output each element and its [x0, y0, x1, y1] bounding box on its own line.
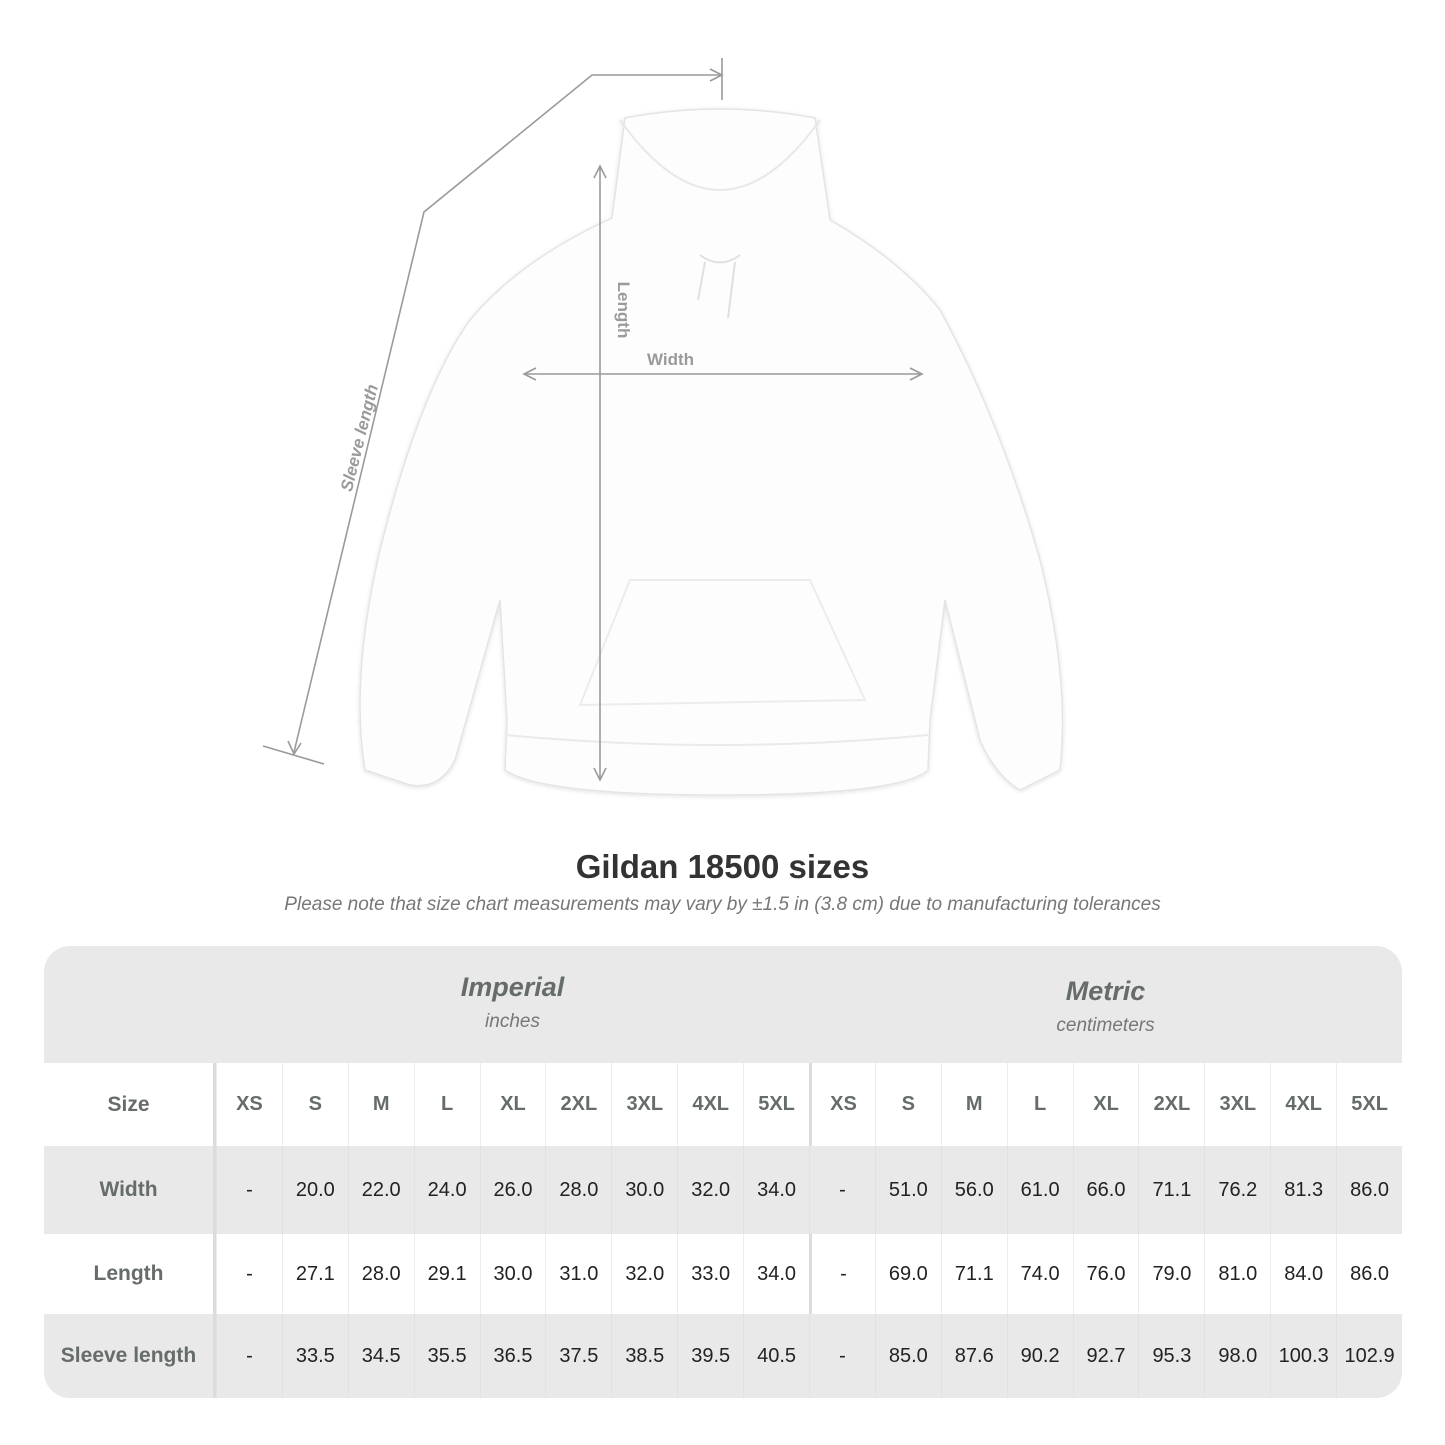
metric-value-cell: 74.0	[1006, 1234, 1073, 1314]
imperial-value-cell: 29.1	[413, 1234, 480, 1314]
metric-value-cell: 61.0	[1006, 1146, 1073, 1234]
imperial-value-cell: 27.1	[281, 1234, 348, 1314]
imperial-title: Imperial	[460, 972, 565, 1002]
imperial-value-cell: -	[216, 1234, 282, 1314]
metric-value-cell: 87.6	[940, 1314, 1007, 1398]
metric-value-cell: 69.0	[874, 1234, 941, 1314]
imperial-size-header: XL	[479, 1063, 546, 1146]
imperial-header: Imperial inches	[216, 946, 809, 1063]
imperial-value-cell: 31.0	[545, 1234, 611, 1314]
metric-size-header: L	[1006, 1063, 1073, 1146]
metric-value-cell: 76.2	[1204, 1146, 1270, 1234]
imperial-value-cell: 30.0	[611, 1146, 677, 1234]
imperial-value-cell: 28.0	[545, 1146, 611, 1234]
imperial-value-cell: 33.5	[281, 1314, 348, 1398]
metric-header: Metric centimeters	[809, 946, 1402, 1063]
imperial-value-cell: 28.0	[347, 1234, 414, 1314]
size-table: Imperial inches Metric centimeters Size X…	[44, 946, 1402, 1398]
row-label: Width	[44, 1146, 216, 1234]
imperial-size-header: 3XL	[611, 1063, 677, 1146]
imperial-size-header: M	[347, 1063, 414, 1146]
metric-unit: centimeters	[1056, 1015, 1155, 1036]
imperial-value-cell: 39.5	[677, 1314, 743, 1398]
metric-size-header: 5XL	[1336, 1063, 1402, 1146]
imperial-value-cell: 34.0	[743, 1146, 809, 1234]
metric-value-cell: 71.1	[1138, 1146, 1204, 1234]
imperial-value-cell: 34.5	[347, 1314, 414, 1398]
metric-value-cell: 84.0	[1270, 1234, 1336, 1314]
metric-value-cell: 100.3	[1270, 1314, 1336, 1398]
metric-size-header: XS	[809, 1063, 875, 1146]
imperial-value-cell: 30.0	[479, 1234, 546, 1314]
imperial-value-cell: 22.0	[347, 1146, 414, 1234]
imperial-unit: inches	[485, 1011, 540, 1032]
imperial-size-header: 5XL	[743, 1063, 809, 1146]
imperial-value-cell: 33.0	[677, 1234, 743, 1314]
imperial-value-cell: 40.5	[743, 1314, 809, 1398]
imperial-value-cell: 34.0	[743, 1234, 809, 1314]
imperial-value-cell: 35.5	[413, 1314, 480, 1398]
imperial-size-header: 4XL	[677, 1063, 743, 1146]
metric-value-cell: 90.2	[1006, 1314, 1073, 1398]
imperial-size-header: XS	[216, 1063, 282, 1146]
table-row: Length -27.1 28.0 29.1 30.0 31.0 32.0 33.0 34.0-…	[44, 1234, 1402, 1314]
imperial-value-cell: -	[216, 1314, 282, 1398]
width-label: Width	[647, 350, 695, 369]
metric-value-cell: 81.3	[1270, 1146, 1336, 1234]
imperial-value-cell: 36.5	[479, 1314, 546, 1398]
imperial-value-cell: 20.0	[281, 1146, 348, 1234]
metric-size-header: M	[940, 1063, 1007, 1146]
metric-value-cell: -	[809, 1314, 875, 1398]
metric-size-header: 2XL	[1138, 1063, 1204, 1146]
imperial-value-cell: -	[216, 1146, 282, 1234]
measure-lines	[262, 58, 924, 782]
page-title: Gildan 18500 sizes	[575, 848, 870, 885]
table-row: Sleeve length -33.5 34.5 35.5 36.5 37.5 38.5 39…	[44, 1314, 1402, 1398]
metric-size-header: XL	[1072, 1063, 1139, 1146]
metric-value-cell: 51.0	[874, 1146, 941, 1234]
imperial-size-header: L	[413, 1063, 480, 1146]
metric-value-cell: 66.0	[1072, 1146, 1139, 1234]
imperial-value-cell: 32.0	[611, 1234, 677, 1314]
metric-value-cell: -	[809, 1234, 875, 1314]
metric-value-cell: 79.0	[1138, 1234, 1204, 1314]
metric-value-cell: 56.0	[940, 1146, 1007, 1234]
metric-value-cell: 85.0	[874, 1314, 941, 1398]
imperial-value-cell: 24.0	[413, 1146, 480, 1234]
metric-value-cell: -	[809, 1146, 875, 1234]
length-label: Length	[614, 281, 633, 339]
row-label: Sleeve length	[44, 1314, 216, 1398]
row-label: Size	[44, 1063, 216, 1146]
hoodie-shape	[359, 108, 1064, 796]
metric-value-cell: 81.0	[1204, 1234, 1270, 1314]
hoodie-illustration	[262, 58, 1064, 796]
imperial-value-cell: 38.5	[611, 1314, 677, 1398]
size-header-row: Size XS S M L XL 2XL 3XL 4XL 5XL XS S M L XL 2XL 3XL 4XL 5…	[44, 1063, 1402, 1146]
imperial-size-header: S	[281, 1063, 348, 1146]
metric-value-cell: 86.0	[1336, 1234, 1402, 1314]
tolerance-note: Please note that size chart measurements…	[284, 894, 1161, 915]
imperial-value-cell: 26.0	[479, 1146, 546, 1234]
metric-value-cell: 76.0	[1072, 1234, 1139, 1314]
metric-value-cell: 95.3	[1138, 1314, 1204, 1398]
metric-value-cell: 86.0	[1336, 1146, 1402, 1234]
sleeve-line	[293, 74, 720, 753]
metric-size-header: 3XL	[1204, 1063, 1270, 1146]
metric-size-header: S	[874, 1063, 941, 1146]
metric-value-cell: 71.1	[940, 1234, 1007, 1314]
row-label: Length	[44, 1234, 216, 1314]
imperial-size-header: 2XL	[545, 1063, 611, 1146]
metric-title: Metric	[1065, 976, 1146, 1006]
metric-size-header: 4XL	[1270, 1063, 1336, 1146]
metric-value-cell: 92.7	[1072, 1314, 1139, 1398]
metric-value-cell: 102.9	[1336, 1314, 1402, 1398]
table-row: Width -20.0 22.0 24.0 26.0 28.0 30.0 32.0 34.0-5…	[44, 1146, 1402, 1234]
imperial-value-cell: 37.5	[545, 1314, 611, 1398]
metric-value-cell: 98.0	[1204, 1314, 1270, 1398]
imperial-value-cell: 32.0	[677, 1146, 743, 1234]
